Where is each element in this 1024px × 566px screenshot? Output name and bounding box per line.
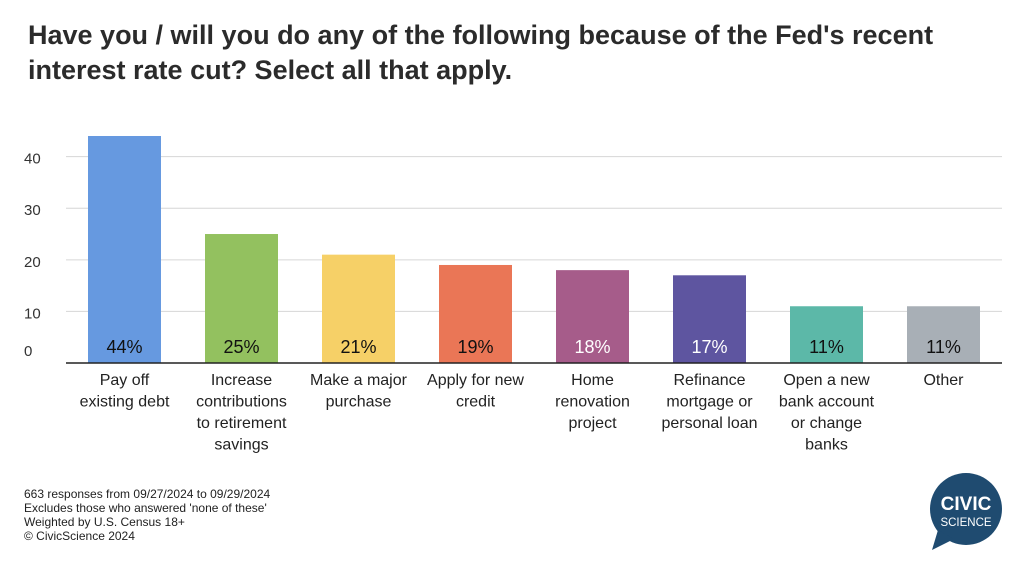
x-tick-label: Apply for new credit [427,372,524,411]
data-label: 25% [223,337,259,357]
y-tick-label: 30 [24,202,41,219]
bar [673,275,746,363]
chart-title: Have you / will you do any of the follow… [28,20,934,85]
x-tick-label: Make a major purchase [310,372,408,411]
x-tick-label: Other [923,372,964,389]
logo-text-science: SCIENCE [940,517,991,529]
bar [322,254,395,363]
bar [790,306,863,363]
footnote-exclusions: Excludes those who answered 'none of the… [24,501,267,515]
footnote-responses: 663 responses from 09/27/2024 to 09/29/2… [24,487,271,501]
x-tick-label: Open a new bank account or change banks [779,372,875,454]
bar [88,136,161,363]
data-label: 11% [926,337,961,357]
civicscience-logo: CIVIC SCIENCE [930,473,1002,550]
x-tick-label: Home renovation project [555,372,630,432]
bar [439,264,512,363]
data-label: 21% [340,337,376,357]
bar [205,234,278,363]
y-tick-label: 40 [24,151,41,168]
bar [556,270,629,363]
data-label: 11% [809,337,844,357]
x-tick-label: Pay off existing debt [80,372,170,411]
bar [907,306,980,363]
footnote-weighting: Weighted by U.S. Census 18+ [24,515,185,529]
data-label: 44% [106,337,142,357]
data-label: 18% [574,337,610,357]
y-tick-label: 20 [24,254,41,271]
footnote-copyright: © CivicScience 2024 [24,529,135,543]
y-tick-label: 10 [24,305,41,322]
x-tick-label: Increase contributions to retirement saving… [196,372,287,454]
x-tick-label: Refinance mortgage or personal loan [661,372,757,432]
y-tick-label: 0 [24,343,32,360]
data-label: 17% [691,337,727,357]
logo-text-civic: CIVIC [941,494,992,515]
data-label: 19% [457,337,493,357]
footnotes: 663 responses from 09/27/2024 to 09/29/2… [24,487,270,543]
